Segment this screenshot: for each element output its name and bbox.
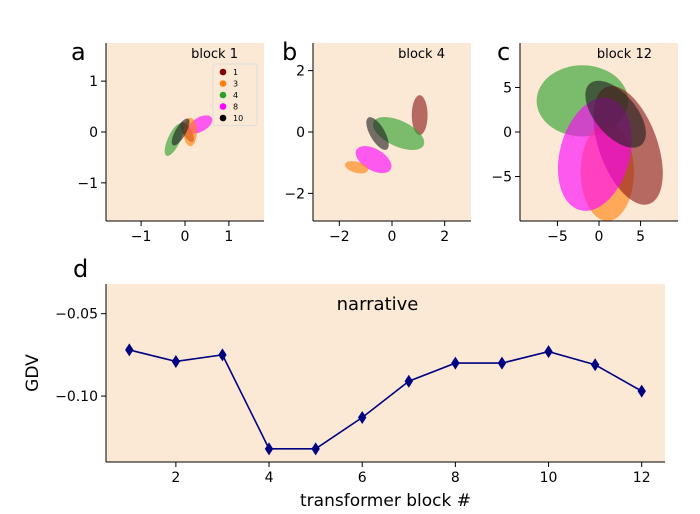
legend-marker-3 bbox=[219, 80, 227, 87]
plot-area-d bbox=[106, 284, 665, 462]
panel-annotation: narrative bbox=[337, 294, 419, 315]
data-point-block-11 bbox=[590, 358, 600, 372]
x-tick-label: 6 bbox=[358, 470, 367, 486]
data-point-block-8 bbox=[451, 356, 460, 370]
legend-label: 3 bbox=[233, 80, 238, 89]
y-tick-label: 2 bbox=[296, 64, 305, 80]
y-tick-label: −2 bbox=[284, 186, 305, 202]
legend: 1 3 4 8 10 bbox=[212, 63, 258, 126]
x-tick-label: −1 bbox=[131, 229, 152, 245]
y-tick-label: −0.10 bbox=[55, 389, 98, 405]
x-tick-label: −5 bbox=[547, 229, 568, 245]
cluster-ellipse-class-10 bbox=[171, 118, 190, 146]
data-point-block-9 bbox=[497, 356, 507, 370]
cluster-ellipse-class-10 bbox=[366, 117, 389, 150]
data-point-block-6 bbox=[358, 411, 367, 424]
x-tick-label: 8 bbox=[451, 470, 460, 486]
panel-letter-a: a bbox=[71, 38, 86, 66]
legend-label: 4 bbox=[233, 91, 238, 100]
panel-letter-b: b bbox=[282, 38, 297, 66]
y-tick-label: 5 bbox=[503, 81, 512, 97]
legend-frame bbox=[212, 63, 258, 126]
x-tick-label: 12 bbox=[633, 470, 651, 486]
y-axis-label: GDV bbox=[23, 354, 43, 392]
legend-label: 10 bbox=[233, 114, 243, 123]
data-point-block-3 bbox=[218, 348, 227, 362]
x-tick-label: 4 bbox=[265, 470, 274, 486]
data-layer-c bbox=[536, 65, 663, 221]
legend-label: 1 bbox=[233, 68, 238, 77]
legend-marker-8 bbox=[219, 103, 227, 110]
data-point-block-5 bbox=[311, 442, 320, 456]
panel-title: block 1 bbox=[191, 47, 238, 62]
x-tick-label: 2 bbox=[171, 470, 180, 486]
data-point-block-7 bbox=[404, 374, 413, 388]
data-layer-a bbox=[164, 115, 213, 156]
x-tick-label: 1 bbox=[224, 229, 233, 245]
x-tick-label: 0 bbox=[595, 229, 604, 245]
panel-title: block 12 bbox=[597, 47, 652, 62]
y-tick-label: 0 bbox=[89, 125, 98, 141]
y-tick-label: 0 bbox=[296, 125, 305, 141]
x-axis-label: transformer block # bbox=[300, 491, 471, 511]
data-point-block-2 bbox=[171, 354, 181, 368]
data-layer-d bbox=[125, 343, 646, 456]
legend-label: 8 bbox=[233, 103, 238, 112]
data-point-block-10 bbox=[544, 345, 553, 359]
y-tick-label: 0 bbox=[503, 125, 512, 141]
panel-letter-d: d bbox=[73, 255, 88, 283]
legend-marker-10 bbox=[219, 114, 227, 122]
x-tick-label: 5 bbox=[636, 229, 645, 245]
x-tick-label: 0 bbox=[388, 229, 397, 245]
legend-marker-4 bbox=[219, 91, 227, 99]
x-tick-label: 2 bbox=[440, 229, 449, 245]
cluster-ellipse-class-1 bbox=[411, 95, 428, 136]
data-point-block-4 bbox=[264, 442, 274, 456]
cluster-ellipse-class-10 bbox=[585, 80, 646, 148]
y-tick-label: −5 bbox=[491, 170, 512, 186]
panel-d: 2 4 6 8 10 12 −0.05 −0.10 d narrative transformer … bbox=[23, 255, 665, 511]
data-point-block-1 bbox=[125, 343, 134, 357]
panel-c: −5 0 5 −5 0 5 c block 12 bbox=[491, 38, 678, 245]
panel-letter-c: c bbox=[497, 38, 510, 66]
cluster-ellipse-class-4 bbox=[372, 117, 425, 151]
data-point-block-12 bbox=[637, 384, 646, 398]
x-tick-label: 0 bbox=[181, 229, 190, 245]
cluster-ellipse-class-3 bbox=[344, 161, 368, 174]
y-tick-label: −1 bbox=[77, 176, 98, 192]
y-tick-label: −0.05 bbox=[55, 307, 98, 323]
y-tick-label: 1 bbox=[89, 74, 98, 90]
legend-marker-1 bbox=[219, 68, 227, 76]
gdv-line bbox=[129, 349, 643, 450]
x-tick-label: −2 bbox=[329, 229, 350, 245]
panel-title: block 4 bbox=[398, 47, 445, 62]
data-layer-b bbox=[344, 95, 428, 174]
x-tick-label: 10 bbox=[540, 470, 558, 486]
